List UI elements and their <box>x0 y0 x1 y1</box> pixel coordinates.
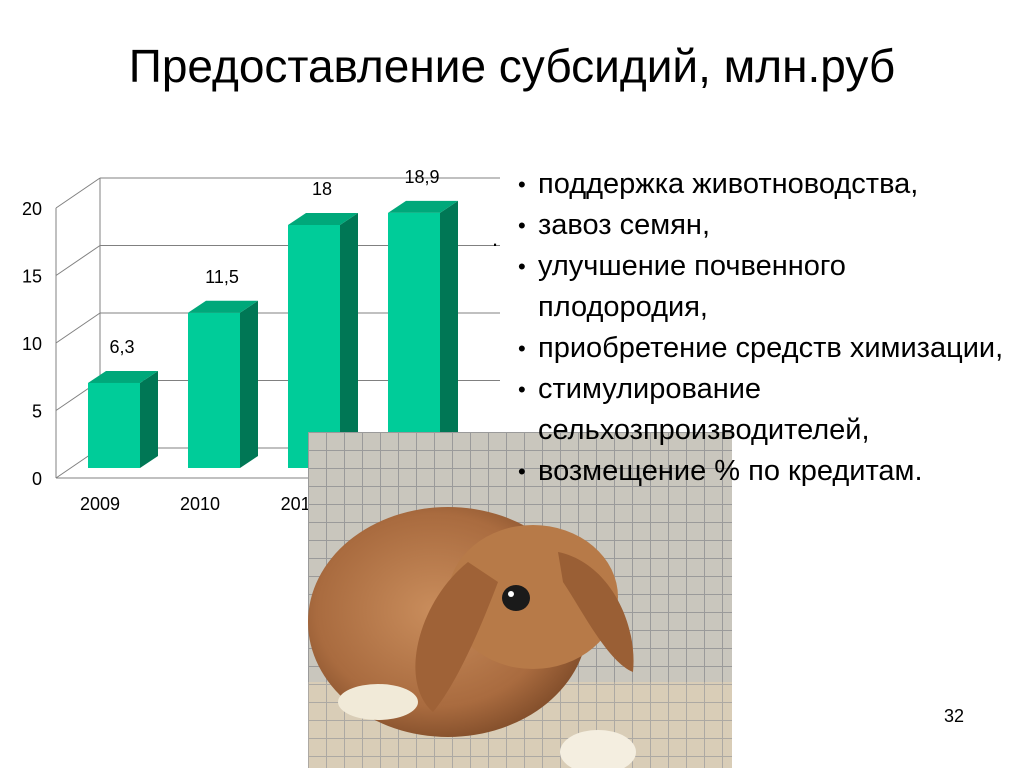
bullet-text: возмещение % по кредитам. <box>538 455 923 487</box>
bullet-text: приобретение средств химизации, <box>538 332 1004 364</box>
y-tick-label: 15 <box>22 267 42 287</box>
y-tick-label: 0 <box>32 469 42 489</box>
bar-side <box>340 213 358 468</box>
gridline <box>55 312 101 344</box>
bar-side <box>440 200 458 468</box>
bullet-text: поддержка животноводства, <box>538 168 919 200</box>
x-tick-label: 2010 <box>180 494 220 514</box>
rabbit-photo <box>308 432 732 768</box>
bullet-item: • улучшение почвенного плодородия, <box>518 246 1018 328</box>
gridline <box>55 245 101 276</box>
stray-mark: . <box>492 226 499 251</box>
data-label: 18,9 <box>404 167 439 187</box>
data-label: 11,5 <box>205 267 239 287</box>
bar <box>88 382 140 468</box>
bullet-item: • возмещение % по кредитам. <box>518 451 1018 492</box>
bullet-dot-icon: • <box>518 254 526 279</box>
slide-title: Предоставление субсидий, млн.руб <box>128 40 896 92</box>
bar-top <box>88 370 158 383</box>
bar-top <box>288 213 358 225</box>
bullet-item: • завоз семян, <box>518 205 1018 246</box>
bullet-item: • поддержка животноводства, <box>518 164 1018 205</box>
gridline <box>55 177 101 209</box>
y-tick-label: 5 <box>32 402 42 422</box>
bullet-dot-icon: • <box>518 459 526 484</box>
bar-top <box>388 200 458 213</box>
bar <box>188 312 240 468</box>
bar-side <box>240 300 258 468</box>
bullet-dot-icon: • <box>518 377 526 402</box>
y-tick-label: 10 <box>22 334 42 354</box>
data-label: 6,3 <box>109 337 134 357</box>
bar-top <box>188 300 258 313</box>
bar-side <box>140 370 158 468</box>
bullet-dot-icon: • <box>518 172 526 197</box>
bullet-text: улучшение почвенного плодородия, <box>538 250 846 323</box>
bullet-item: • стимулирование сельхозпроизводителей, <box>518 369 1018 451</box>
x-tick-label: 2009 <box>80 494 120 514</box>
bullet-dot-icon: • <box>518 213 526 238</box>
page-number: 32 <box>943 706 965 726</box>
bullet-list: • поддержка животноводства, • завоз семян,… <box>518 164 1018 492</box>
bar <box>388 212 440 468</box>
bullet-item: • приобретение средств химизации, <box>518 328 1018 369</box>
bullet-text: стимулирование сельхозпроизводителей, <box>538 373 870 446</box>
data-label: 18 <box>312 179 332 199</box>
bullet-dot-icon: • <box>518 336 526 361</box>
y-tick-label: 20 <box>22 199 42 219</box>
bullet-text: завоз семян, <box>538 209 711 241</box>
bar <box>288 225 340 468</box>
